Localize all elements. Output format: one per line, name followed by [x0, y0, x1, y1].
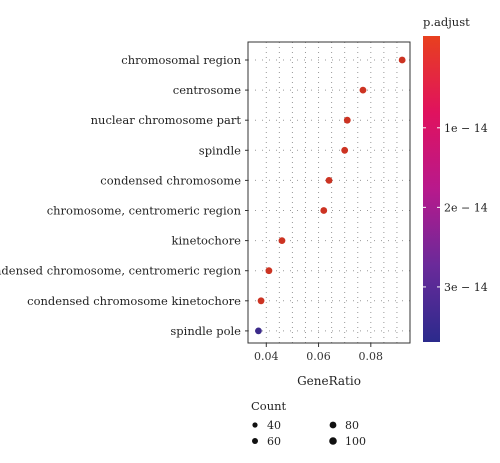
- size-legend-label: 40: [267, 419, 281, 432]
- data-point: [320, 207, 328, 214]
- category-label: kinetochore: [172, 234, 242, 248]
- color-legend-bar: [423, 36, 440, 342]
- data-points: [255, 56, 406, 335]
- size-legend: Count 40 60 80 100: [251, 399, 366, 448]
- plot-grid: [248, 42, 411, 343]
- size-legend-label: 80: [345, 419, 359, 432]
- category-label: spindle pole: [170, 324, 241, 338]
- x-axis-title: GeneRatio: [297, 374, 361, 388]
- x-axis-ticks: 0.04 0.06 0.08: [254, 343, 383, 363]
- category-label: spindle: [199, 143, 241, 157]
- x-tick-label: 0.06: [306, 350, 331, 363]
- category-label: condensed chromosome, centromeric region: [0, 264, 242, 278]
- data-point: [343, 116, 351, 124]
- color-tick-label: 1e − 14: [444, 122, 488, 135]
- x-tick-label: 0.04: [254, 350, 279, 363]
- size-legend-title: Count: [251, 399, 287, 413]
- data-point: [255, 327, 262, 335]
- category-label: condensed chromosome kinetochore: [27, 294, 241, 308]
- size-legend-dot: [329, 437, 337, 445]
- category-label: nuclear chromosome part: [91, 113, 242, 127]
- size-legend-dot: [252, 422, 258, 428]
- size-legend-dot: [329, 421, 337, 429]
- y-axis-category-labels: chromosomal region centrosome nuclear chro…: [0, 53, 248, 338]
- category-label: chromosomal region: [121, 53, 241, 67]
- color-tick-label: 2e − 14: [444, 201, 488, 214]
- x-tick-label: 0.08: [359, 350, 384, 363]
- size-legend-label: 100: [345, 435, 366, 448]
- data-point: [359, 86, 367, 94]
- color-legend-ticks: 1e − 14 2e − 14 3e − 14: [423, 122, 488, 294]
- data-point: [257, 297, 265, 305]
- color-legend-title: p.adjust: [423, 15, 470, 29]
- plot-panel-border: [247, 41, 411, 344]
- category-label: centrosome: [173, 83, 241, 97]
- size-legend-items: 40 60 80 100: [252, 419, 366, 448]
- category-label: chromosome, centromeric region: [47, 204, 242, 218]
- data-point: [265, 267, 273, 275]
- data-point: [278, 237, 286, 245]
- category-label: condensed chromosome: [100, 173, 241, 187]
- size-legend-label: 60: [267, 435, 281, 448]
- data-point: [325, 177, 333, 184]
- data-point: [341, 146, 349, 154]
- color-legend: p.adjust 1e − 14 2e − 14 3e − 14: [423, 15, 488, 342]
- data-point: [398, 56, 406, 64]
- color-tick-label: 3e − 14: [444, 281, 488, 294]
- size-legend-dot: [252, 438, 258, 444]
